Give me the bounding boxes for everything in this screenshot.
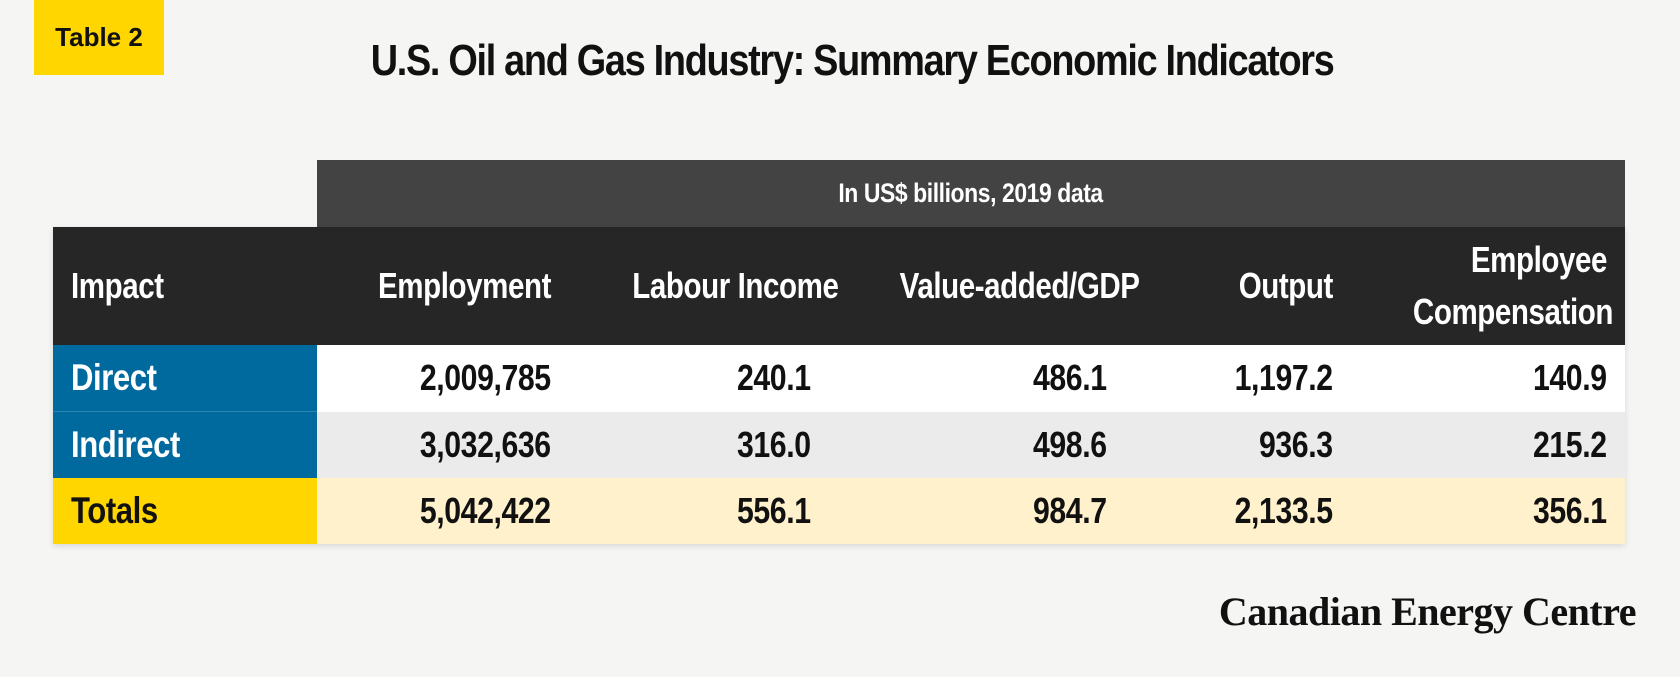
cell-direct-output: 1,197.2 [1125, 345, 1351, 412]
indicators-table: Impact Employment Labour Income Value-ad… [53, 227, 1625, 544]
column-header-employment: Employment [317, 227, 569, 345]
cell-totals-labour-income: 556.1 [569, 478, 829, 544]
column-header-output: Output [1125, 227, 1351, 345]
column-header-value-added-gdp: Value-added/GDP [829, 227, 1140, 345]
column-header-labour-income: Labour Income [569, 227, 839, 345]
cell-direct-labour-income: 240.1 [569, 345, 829, 412]
column-header-employee-compensation: Employee Compensation [1351, 227, 1625, 345]
subheader-label: In US$ billions, 2019 data [838, 178, 1104, 208]
cell-indirect-output: 936.3 [1125, 411, 1351, 478]
table-header-row: Impact Employment Labour Income Value-ad… [53, 227, 1625, 345]
cell-indirect-value-added-gdp: 498.6 [829, 411, 1125, 478]
cell-indirect-employment: 3,032,636 [317, 411, 569, 478]
cell-totals-employee-compensation: 356.1 [1351, 478, 1625, 544]
table-tag: Table 2 [34, 0, 164, 75]
row-label-totals: Totals [53, 478, 317, 544]
table-row-indirect: Indirect 3,032,636 316.0 498.6 936.3 215… [53, 411, 1625, 478]
cell-totals-output: 2,133.5 [1125, 478, 1351, 544]
cell-totals-employment: 5,042,422 [317, 478, 569, 544]
column-header-impact: Impact [53, 227, 317, 345]
table-row-totals: Totals 5,042,422 556.1 984.7 2,133.5 356… [53, 478, 1625, 544]
cell-direct-employment: 2,009,785 [317, 345, 569, 412]
table-tag-label: Table 2 [55, 22, 143, 52]
table-row-direct: Direct 2,009,785 240.1 486.1 1,197.2 140… [53, 345, 1625, 412]
row-label-indirect: Indirect [53, 411, 317, 478]
cell-indirect-employee-compensation: 215.2 [1351, 411, 1625, 478]
source-logo-text: Canadian Energy Centre [1218, 589, 1637, 634]
cell-indirect-labour-income: 316.0 [569, 411, 829, 478]
indicators-table-container: In US$ billions, 2019 data Impact Employ… [53, 160, 1625, 544]
table-subheader: In US$ billions, 2019 data [317, 160, 1625, 227]
cell-direct-employee-compensation: 140.9 [1351, 345, 1625, 412]
page-title: U.S. Oil and Gas Industry: Summary Econo… [370, 36, 1335, 85]
cell-direct-value-added-gdp: 486.1 [829, 345, 1125, 412]
cell-totals-value-added-gdp: 984.7 [829, 478, 1125, 544]
row-label-direct: Direct [53, 345, 317, 412]
